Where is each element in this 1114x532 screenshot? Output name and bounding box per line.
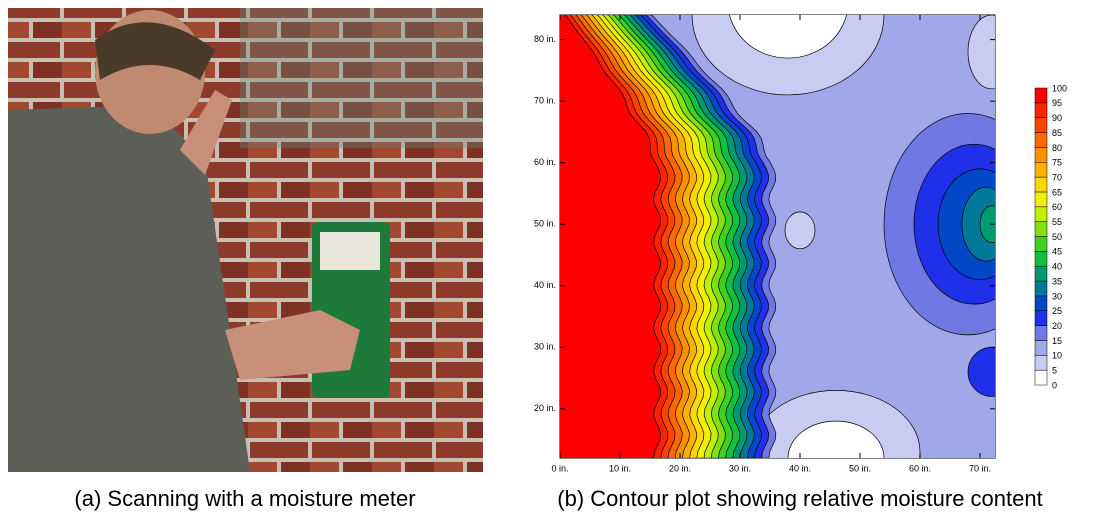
colorbar-label: 70 [1052,172,1062,182]
x-tick-label: 10 in. [609,463,631,473]
colorbar-label: 75 [1052,158,1062,168]
colorbar-label: 40 [1052,262,1062,272]
colorbar-label: 95 [1052,98,1062,108]
colorbar-box [1035,192,1047,207]
colorbar-box [1035,147,1047,162]
x-tick-label: 0 in. [551,463,568,473]
x-tick-label: 50 in. [849,463,871,473]
x-tick-label: 40 in. [789,463,811,473]
colorbar-label: 60 [1052,202,1062,212]
colorbar-label: 20 [1052,321,1062,331]
x-tick-label: 70 in. [969,463,991,473]
photo [8,8,483,472]
y-tick-label: 70 in. [534,96,556,106]
colorbar-box [1035,133,1047,148]
colorbar-label: 10 [1052,351,1062,361]
contour-band [785,212,815,249]
colorbar-box [1035,340,1047,355]
y-tick-label: 20 in. [534,403,556,413]
y-tick-label: 30 in. [534,342,556,352]
colorbar-label: 85 [1052,128,1062,138]
colorbar-box [1035,251,1047,266]
colorbar-box [1035,355,1047,370]
contour-band [968,347,1016,396]
colorbar-box [1035,222,1047,237]
colorbar-box [1035,88,1047,103]
colorbar-box [1035,266,1047,281]
colorbar-box [1035,103,1047,118]
colorbar-label: 90 [1052,113,1062,123]
colorbar-label: 45 [1052,247,1062,257]
colorbar-box [1035,237,1047,252]
figure: (a) Scanning with a moisture meter (b) C… [0,0,1114,527]
y-tick-label: 80 in. [534,34,556,44]
colorbar-box [1035,177,1047,192]
x-tick-label: 60 in. [909,463,931,473]
colorbar-box [1035,118,1047,133]
colorbar-box [1035,311,1047,326]
colorbar-label: 30 [1052,291,1062,301]
colorbar-label: 35 [1052,276,1062,286]
colorbar-label: 50 [1052,232,1062,242]
x-tick-label: 20 in. [669,463,691,473]
colorbar-label: 25 [1052,306,1062,316]
x-tick-label: 30 in. [729,463,751,473]
colorbar-label: 100 [1052,83,1067,93]
caption: (a) Scanning with a moisture meter [74,486,415,511]
colorbar-label: 80 [1052,143,1062,153]
colorbar-box [1035,281,1047,296]
colorbar-box [1035,296,1047,311]
y-tick-label: 60 in. [534,157,556,167]
colorbar-label: 55 [1052,217,1062,227]
contour-field [554,0,1052,513]
colorbar-box [1035,326,1047,341]
colorbar-label: 65 [1052,187,1062,197]
colorbar-box [1035,207,1047,222]
y-tick-label: 50 in. [534,219,556,229]
y-tick-label: 40 in. [534,280,556,290]
contour-band [788,421,884,495]
colorbar-label: 5 [1052,366,1057,376]
colorbar-label: 15 [1052,336,1062,346]
colorbar-box [1035,370,1047,385]
colorbar-label: 0 [1052,380,1057,390]
contour-band [968,15,1016,89]
colorbar-box [1035,162,1047,177]
caption: (b) Contour plot showing relative moistu… [557,486,1042,511]
